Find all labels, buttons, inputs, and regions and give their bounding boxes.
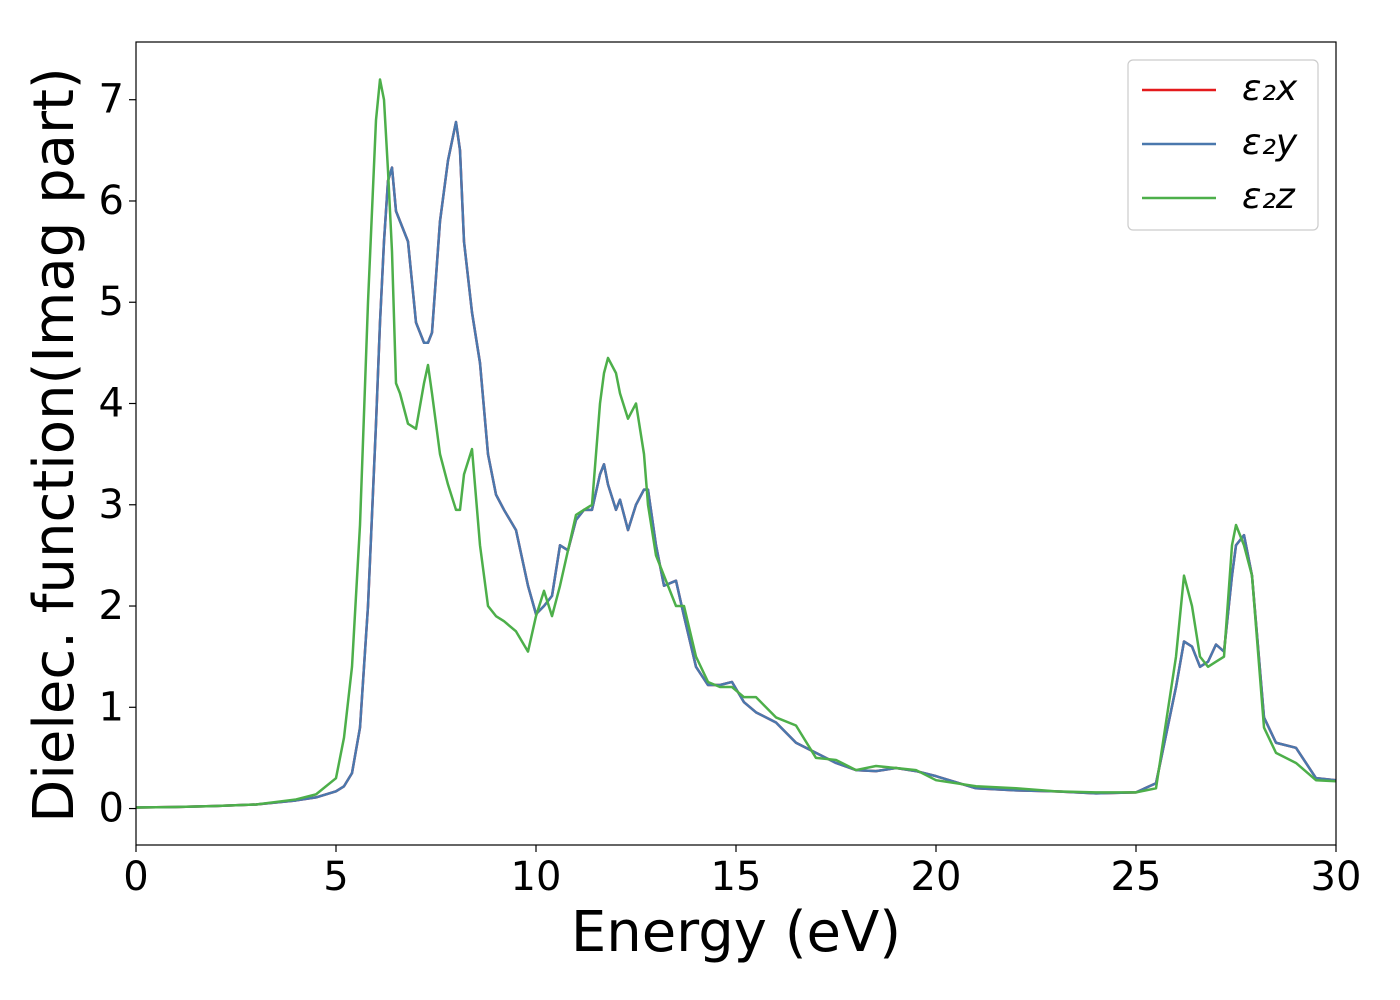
x-tick-label: 10 [511,854,562,900]
y-tick-label: 3 [99,482,124,528]
legend-label: ε₂x [1242,68,1298,109]
x-tick-label: 5 [323,854,348,900]
y-tick-label: 6 [99,178,124,224]
plot-frame [135,41,1337,846]
x-tick-label: 25 [1111,854,1162,900]
y-axis-label: Dielec. function(Imag part) [22,67,87,823]
y-tick-label: 1 [99,684,124,730]
legend-box [1127,59,1319,231]
x-tick-label: 15 [711,854,762,900]
y-tick-label: 4 [99,381,124,427]
legend-label: ε₂z [1242,176,1296,217]
y-tick-label: 0 [99,786,124,832]
line-series [135,78,1337,809]
x-tick-label: 30 [1311,854,1362,900]
line-series [135,120,1337,809]
y-tick-label: 5 [99,279,124,325]
y-tick-label: 2 [99,583,124,629]
x-tick-label: 20 [911,854,962,900]
x-tick-label: 0 [123,854,148,900]
y-tick-label: 7 [99,77,124,123]
legend-label: ε₂y [1242,122,1298,163]
x-axis-label: Energy (eV) [571,900,901,965]
